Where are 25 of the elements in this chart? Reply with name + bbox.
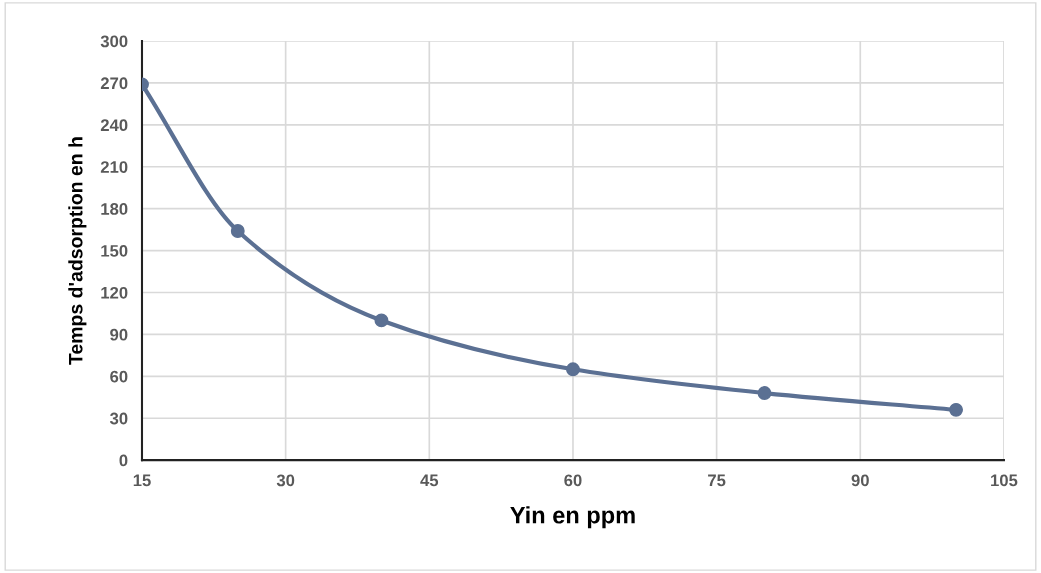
y-tick-label: 150 <box>101 244 128 257</box>
x-tick-label: 90 <box>851 474 869 487</box>
y-tick-label: 210 <box>100 161 128 173</box>
y-tick-label: 240 <box>100 119 128 132</box>
x-tick-label: 75 <box>708 474 726 487</box>
x-tick-label: 15 <box>133 474 151 487</box>
y-tick-label: 270 <box>100 77 128 90</box>
y-tick-label: 30 <box>109 412 128 425</box>
point <box>374 313 389 328</box>
x-axis-title: Yin en ppm <box>510 506 635 529</box>
y-tick-label: 90 <box>110 328 128 341</box>
x-tick-label: 30 <box>276 474 295 487</box>
y-tick-label: 0 <box>119 454 128 467</box>
y-tick-label: 180 <box>101 203 128 215</box>
point <box>566 362 580 377</box>
y-tick-label: 120 <box>101 286 128 299</box>
y-axis-title: Temps d'adsorption en h <box>68 137 87 365</box>
point <box>230 224 245 238</box>
x-tick-label: 105 <box>991 474 1018 487</box>
y-tick-label: 300 <box>100 35 128 48</box>
x-tick-label: 60 <box>564 474 582 487</box>
y-tick-label: 60 <box>110 370 128 383</box>
x-tick-label: 45 <box>420 474 439 487</box>
point <box>757 386 772 401</box>
point <box>949 402 963 417</box>
